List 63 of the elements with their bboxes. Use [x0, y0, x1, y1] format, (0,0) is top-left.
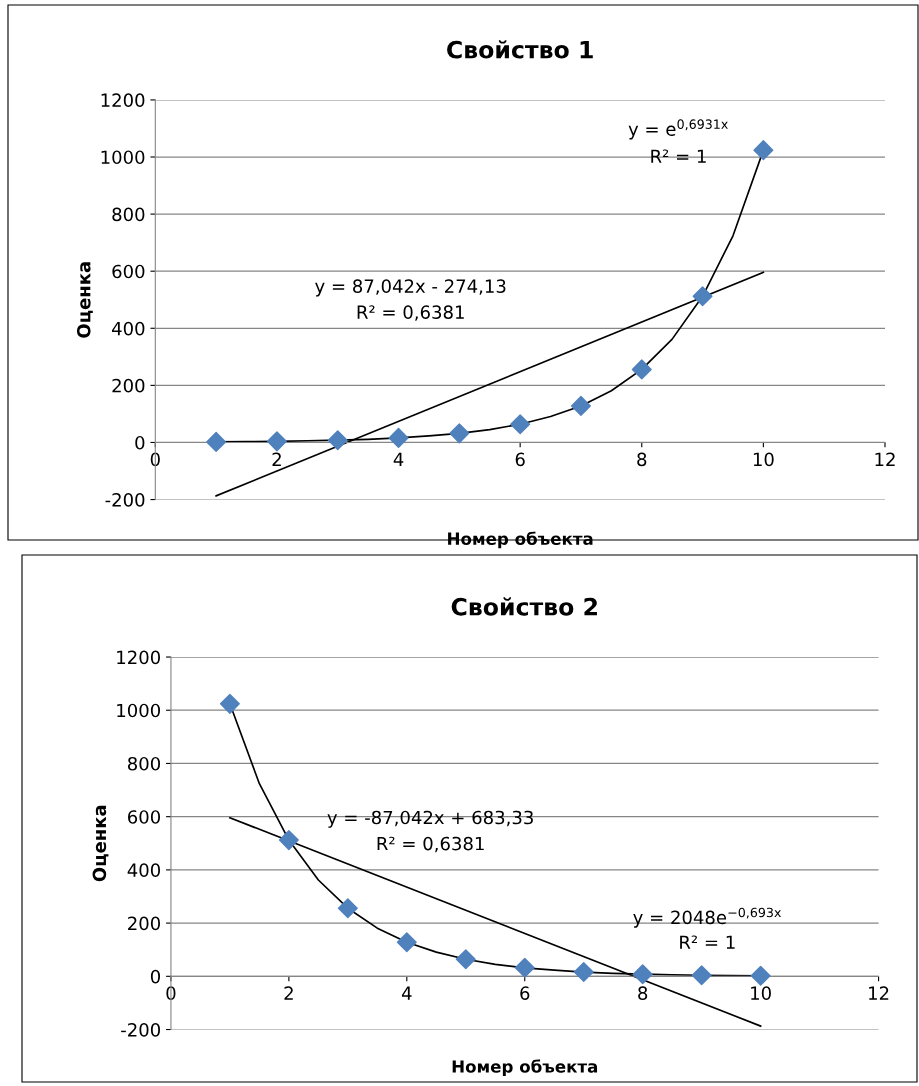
annotation: R² = 0,6381: [357, 305, 464, 321]
x-tick-label: 0: [166, 986, 176, 1001]
point: [278, 830, 299, 851]
x-tick-label: 10: [751, 986, 771, 1001]
y-tick-label: 600: [112, 264, 145, 279]
point: [449, 423, 470, 444]
y-tick-label: 1000: [117, 703, 161, 718]
point: [206, 431, 227, 452]
annotation: R² = 0,6381: [377, 836, 484, 853]
x-tick-label: 6: [515, 452, 525, 467]
y-tick-label: -200: [121, 1022, 161, 1037]
y-tick-label: -200: [105, 493, 145, 507]
y-axis-title: Оценка: [76, 262, 93, 338]
point: [510, 414, 531, 435]
y-tick-label: 600: [128, 810, 161, 824]
annotation: y = -87,042x + 683,33: [327, 810, 533, 828]
x-tick-label: 2: [272, 452, 281, 466]
point: [631, 359, 652, 380]
point: [753, 140, 774, 161]
x-tick-label: 8: [638, 986, 648, 1001]
point: [573, 962, 594, 983]
y-tick-label: 800: [112, 207, 145, 222]
point: [266, 431, 287, 452]
y-tick-label: 1000: [101, 150, 145, 165]
x-axis-title: Номер объекта: [448, 531, 593, 549]
x-tick-label: 12: [875, 452, 895, 466]
annotation: R² = 1: [651, 149, 706, 163]
annotation: y = 87,042x - 274,13: [315, 279, 506, 297]
y-axis-title: Оценка: [92, 805, 109, 882]
annotation: R² = 1: [680, 935, 735, 949]
point: [514, 957, 535, 978]
point: [632, 964, 653, 985]
y-tick-label: 200: [128, 916, 161, 931]
x-tick-label: 2: [284, 986, 293, 1000]
point: [455, 949, 476, 970]
x-tick-label: 6: [520, 986, 530, 1001]
point: [692, 286, 713, 307]
x-tick-label: 12: [869, 986, 889, 1000]
y-tick-label: 400: [127, 863, 161, 877]
point: [691, 965, 712, 986]
chart-title: Свойство 2: [451, 597, 597, 616]
y-tick-label: 0: [150, 969, 161, 984]
y-tick-label: 1200: [117, 650, 161, 665]
y-tick-label: 1200: [101, 93, 145, 108]
x-axis-title: Номер объекта: [452, 1059, 598, 1076]
point: [327, 430, 348, 451]
point: [570, 395, 591, 416]
y-tick-label: 0: [135, 435, 145, 450]
x-tick-label: 10: [753, 452, 774, 467]
chart-title: Свойство 1: [447, 40, 593, 59]
annotation: y = 2048e$^{−0,693x}$: [633, 907, 782, 928]
point: [396, 932, 417, 953]
y-tick-label: 800: [127, 756, 161, 771]
y-tick-label: 200: [112, 378, 145, 393]
x-tick-label: 8: [637, 452, 647, 467]
x-tick-label: 4: [393, 452, 404, 466]
point: [388, 427, 409, 448]
annotation: y = e$^{0,6931x}$: [628, 119, 728, 140]
x-tick-label: 4: [401, 986, 412, 1000]
point: [219, 693, 240, 714]
point: [337, 898, 358, 919]
y-tick-label: 400: [112, 321, 145, 336]
point: [750, 965, 771, 986]
